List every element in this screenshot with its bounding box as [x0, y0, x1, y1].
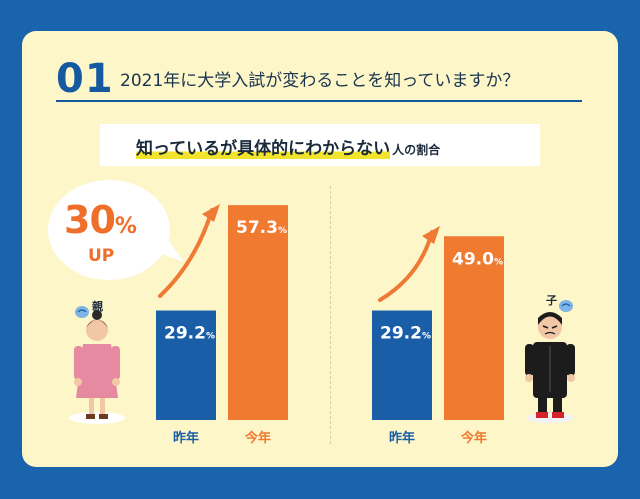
- bar-子-今年: [444, 236, 504, 420]
- category-label: 今年: [244, 430, 271, 446]
- growth-arrow-parent: [158, 204, 220, 298]
- callout-up: UP: [88, 246, 115, 266]
- title-underline: [56, 100, 582, 102]
- category-label: 昨年: [389, 430, 415, 446]
- bar-value-label: 29.2%: [380, 324, 431, 344]
- category-label: 昨年: [173, 430, 199, 446]
- section-number: 01: [56, 56, 114, 102]
- bar-value-label: 57.3%: [236, 218, 287, 238]
- callout-percent: 30%: [64, 198, 137, 242]
- child-thought-icon: [559, 300, 573, 312]
- category-label: 今年: [460, 430, 487, 446]
- child-label: 子: [546, 294, 557, 307]
- callout-bubble: [48, 180, 170, 280]
- bar-親-今年: [228, 205, 288, 420]
- parent-thought-icon: [75, 306, 89, 318]
- callout-percent-sign: %: [114, 214, 137, 239]
- child-character-icon: [525, 312, 575, 423]
- subtitle-rest: 人の割合: [392, 143, 441, 157]
- bar-value-label: 49.0%: [452, 249, 503, 269]
- bar-親-昨年: [156, 310, 216, 420]
- question-title: 2021年に大学入試が変わることを知っていますか？: [120, 71, 520, 91]
- growth-arrow-child: [378, 226, 440, 302]
- bar-子-昨年: [372, 310, 432, 420]
- callout-percent-value: 30: [64, 198, 116, 242]
- bar-value-label: 29.2%: [164, 324, 215, 344]
- subtitle-highlight: 知っているが具体的にわからない: [136, 139, 391, 159]
- parent-label: 親: [92, 300, 103, 313]
- subtitle: 知っているが具体的にわからない 人の割合: [136, 134, 440, 159]
- parent-character-icon: [69, 310, 125, 424]
- panel-divider: [330, 186, 331, 444]
